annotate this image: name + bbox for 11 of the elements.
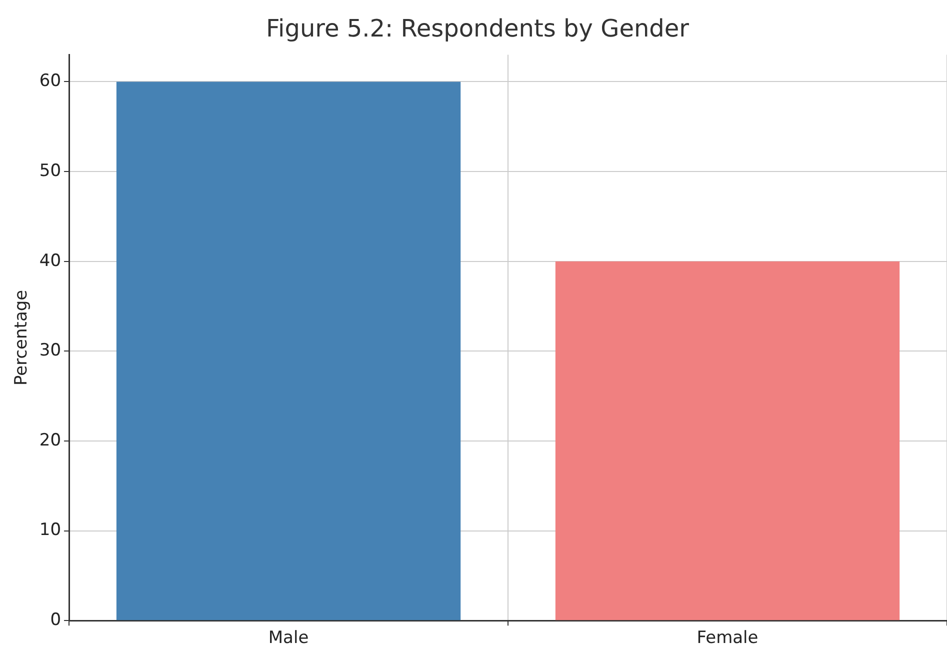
y-tick-label: 20: [39, 430, 62, 450]
y-tick-label: 50: [39, 160, 62, 181]
y-tick-label: 0: [50, 610, 62, 630]
y-tick-label: 30: [39, 340, 62, 361]
x-tick-label: Male: [268, 628, 309, 648]
y-axis-title: Percentage: [12, 290, 32, 386]
y-tick-label: 10: [39, 520, 62, 540]
chart-title: Figure 5.2: Respondents by Gender: [266, 14, 690, 43]
y-tick-label: 40: [39, 250, 62, 271]
x-tick-label: Female: [696, 628, 758, 648]
y-tick-label: 60: [39, 71, 62, 92]
